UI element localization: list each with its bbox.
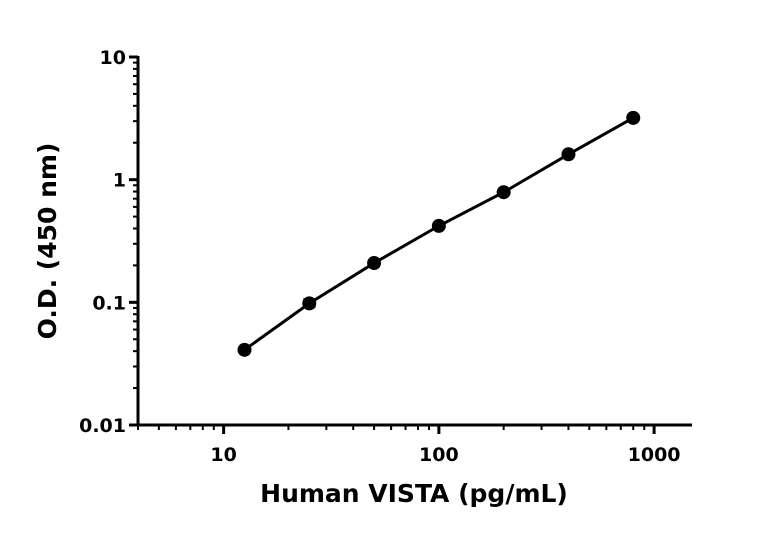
x-tick-label: 10: [210, 444, 236, 466]
y-tick-label: 1: [113, 170, 126, 192]
x-tick-label: 1000: [628, 444, 681, 466]
data-point: [561, 147, 576, 162]
data-point: [496, 185, 511, 200]
data-point: [431, 218, 446, 233]
data-point: [302, 296, 317, 311]
y-tick-label: 0.1: [92, 292, 126, 314]
data-point: [367, 256, 382, 271]
data-point: [626, 110, 641, 125]
axes: 0.01 0.1 1 10 10 100 1000: [79, 47, 692, 466]
x-tick-label: 100: [419, 444, 459, 466]
data-marks: [237, 110, 641, 357]
y-tick-label: 10: [100, 47, 126, 69]
data-point: [237, 342, 252, 357]
y-axis-label: O.D. (450 nm): [33, 143, 62, 340]
x-axis-label: Human VISTA (pg/mL): [260, 479, 568, 508]
y-tick-label: 0.01: [79, 415, 126, 437]
